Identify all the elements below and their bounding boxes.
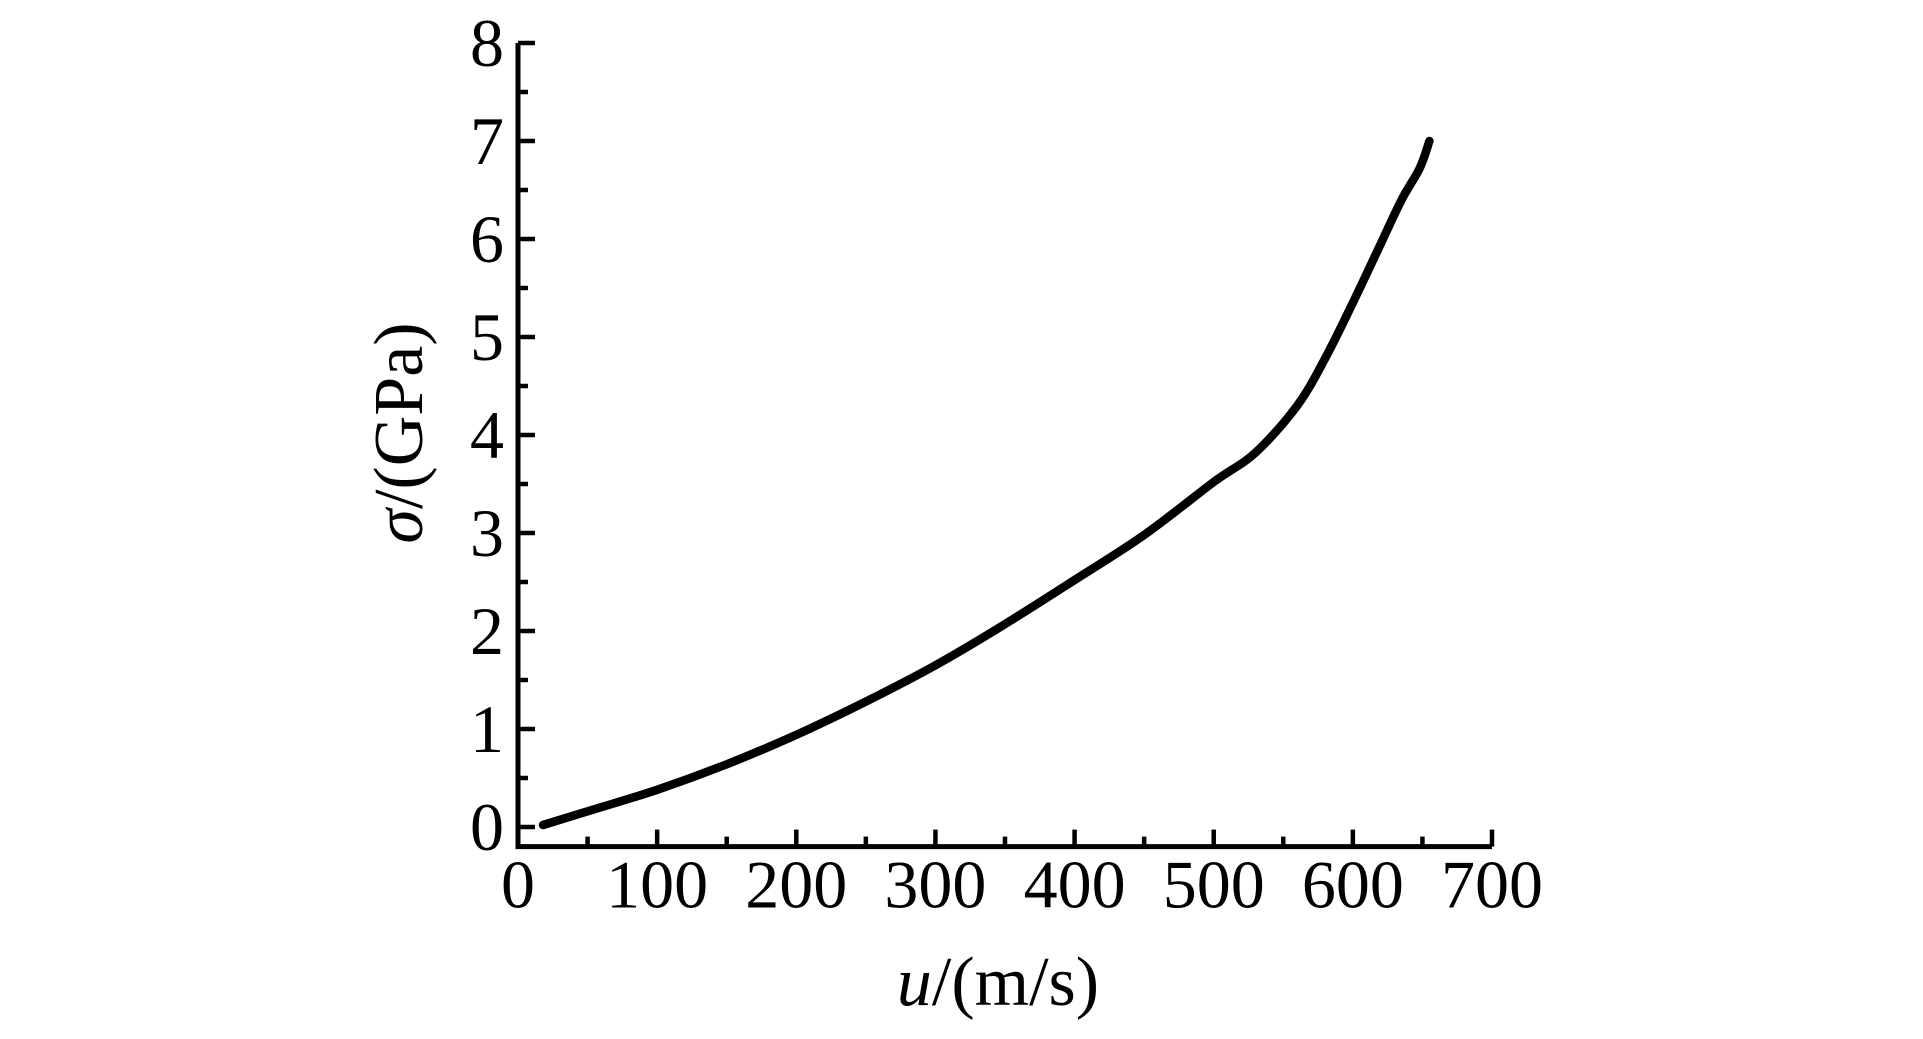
x-tick-label: 400 [1024, 847, 1126, 923]
y-tick-label: 0 [470, 789, 504, 865]
y-axis-title: σ/(GPa) [361, 322, 438, 543]
axis-spines [515, 43, 1492, 850]
x-tick-label: 500 [1163, 847, 1265, 923]
x-tick-label: 300 [884, 847, 986, 923]
data-curve [538, 136, 1434, 830]
x-tick-label: 0 [501, 847, 535, 923]
y-tick-label: 8 [470, 5, 504, 81]
x-axis-units: /(m/s) [931, 944, 1100, 1021]
y-tick-label: 4 [470, 397, 504, 473]
y-tick-label: 1 [470, 691, 504, 767]
x-tick-label: 200 [745, 847, 847, 923]
x-tick-label: 100 [606, 847, 708, 923]
y-tick-label: 7 [470, 103, 504, 179]
x-axis-title: u/(m/s) [897, 948, 1099, 1018]
y-tick-label: 5 [470, 299, 504, 375]
x-tick-label: 700 [1441, 847, 1543, 923]
y-axis-units: /(GPa) [361, 322, 438, 510]
y-tick-label: 2 [470, 593, 504, 669]
y-axis-symbol: σ [361, 509, 438, 544]
y-tick-label: 6 [470, 201, 504, 277]
x-tick-label: 600 [1302, 847, 1404, 923]
y-tick-label: 3 [470, 495, 504, 571]
x-axis-symbol: u [896, 944, 932, 1021]
